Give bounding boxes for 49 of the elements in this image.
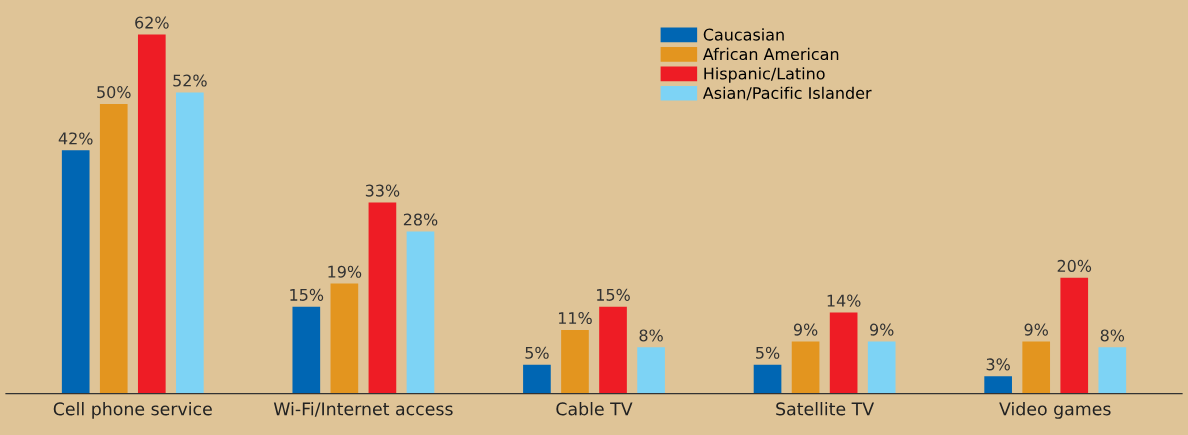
- data-label: 52%: [173, 74, 207, 87]
- data-label: 11%: [558, 312, 592, 325]
- data-label: 3%: [986, 358, 1010, 371]
- bar: [1022, 341, 1051, 394]
- bar: [1060, 277, 1089, 394]
- bar: [867, 341, 896, 394]
- data-label: 33%: [365, 184, 400, 197]
- x-tick-label: Wi-Fi/Internet access: [273, 402, 453, 417]
- bar: [406, 231, 435, 394]
- data-label: 5%: [756, 346, 780, 359]
- bar: [829, 312, 858, 394]
- bar: [292, 306, 321, 394]
- bar: [791, 341, 820, 394]
- bar: [176, 92, 204, 394]
- x-tick-label: Video games: [999, 402, 1111, 419]
- legend-label: Caucasian: [703, 28, 784, 41]
- data-label: 9%: [870, 323, 894, 336]
- data-label: 15%: [290, 288, 324, 301]
- x-tick-label: Satellite TV: [776, 402, 875, 416]
- bar: [61, 150, 90, 394]
- bar: [984, 376, 1012, 394]
- data-label: 50%: [97, 86, 131, 99]
- bar: [99, 104, 128, 394]
- data-label: 15%: [597, 288, 630, 301]
- data-label: 9%: [1024, 323, 1048, 336]
- data-label: 8%: [1100, 329, 1125, 342]
- x-tick-label: Cell phone service: [53, 402, 212, 419]
- bar: [599, 306, 627, 394]
- data-label: 20%: [1057, 259, 1092, 272]
- bar: [1098, 347, 1127, 394]
- data-label: 42%: [58, 132, 93, 145]
- data-label: 9%: [793, 323, 818, 336]
- data-label: 8%: [639, 329, 663, 342]
- bar: [330, 283, 359, 394]
- bar: [637, 347, 665, 394]
- bar: [753, 364, 782, 394]
- bar: [523, 364, 551, 394]
- legend-label: African American: [702, 47, 839, 61]
- legend-label: Hispanic/Latino: [704, 67, 825, 83]
- data-label: 14%: [827, 294, 861, 307]
- data-label: 5%: [525, 346, 549, 359]
- x-tick-label: Cable TV: [556, 402, 633, 416]
- legend-label: Asian/Pacific Islander: [702, 86, 872, 101]
- data-label: 19%: [328, 265, 362, 278]
- bar: [368, 202, 397, 394]
- data-label: 62%: [135, 16, 169, 29]
- bar: [137, 34, 166, 394]
- data-label: 28%: [403, 213, 438, 226]
- bar: [561, 329, 589, 394]
